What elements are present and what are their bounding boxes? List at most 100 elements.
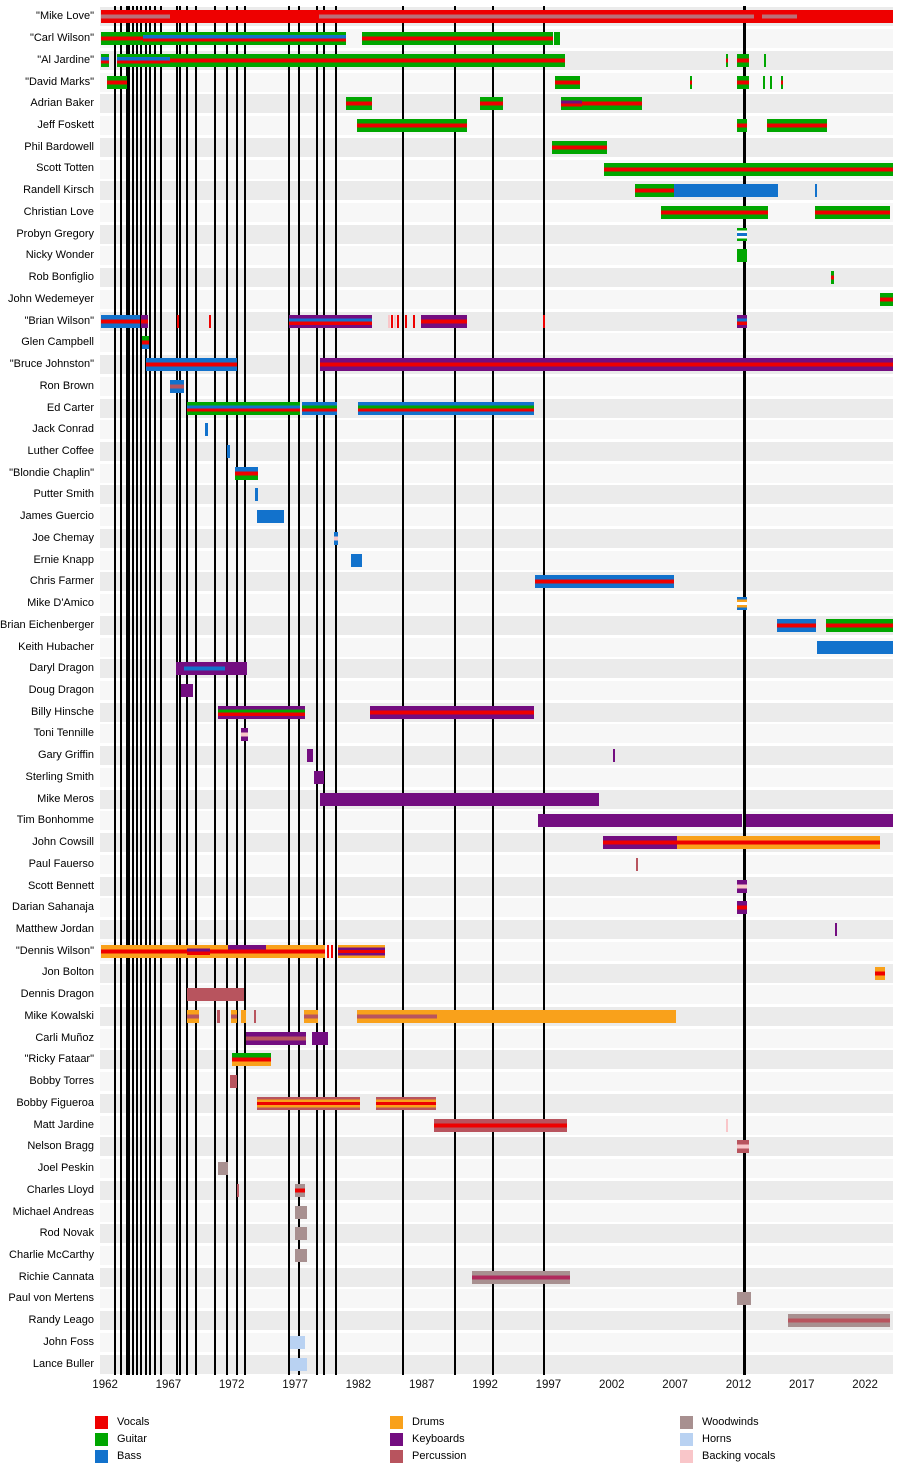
timeline-bar xyxy=(100,10,171,24)
member-label: Billy Hinsche xyxy=(31,705,94,718)
member-label: Scott Bennett xyxy=(27,879,94,892)
timeline-bar xyxy=(420,314,468,328)
timeline-bar xyxy=(874,966,886,980)
row-band xyxy=(100,681,893,701)
legend-label: Backing vocals xyxy=(702,1450,776,1462)
timeline-bar xyxy=(217,705,306,719)
timeline-bar xyxy=(100,32,143,46)
timeline-bar xyxy=(387,314,390,328)
row-band xyxy=(100,920,893,940)
member-label: Phil Bardowell xyxy=(24,140,94,153)
member-label: Lance Buller xyxy=(32,1357,94,1370)
row-band xyxy=(100,1332,893,1352)
timeline-bar xyxy=(295,1227,308,1241)
timeline-bar xyxy=(635,857,638,871)
member-label: Adrian Baker xyxy=(30,97,94,110)
legend-label: Woodwinds xyxy=(702,1416,759,1428)
member-label: John Foss xyxy=(43,1335,94,1348)
member-label: "Mike Love" xyxy=(36,10,94,23)
timeline-bar xyxy=(825,618,893,632)
legend-swatch xyxy=(390,1433,403,1446)
timeline-bar xyxy=(690,75,693,89)
timeline-bar xyxy=(437,1009,677,1023)
axis-year-label: 1972 xyxy=(218,1379,245,1391)
row-band xyxy=(100,1072,893,1092)
timeline-bar xyxy=(181,684,194,697)
timeline-bar xyxy=(737,249,748,263)
axis-year-label: 1992 xyxy=(472,1379,498,1391)
legend-swatch xyxy=(390,1416,403,1429)
timeline-bar xyxy=(234,466,259,480)
member-label: Matthew Jordan xyxy=(15,923,94,936)
member-label: Mike D'Amico xyxy=(27,597,94,610)
timeline-bar xyxy=(737,227,748,241)
member-label: Paul von Mertens xyxy=(8,1292,94,1305)
row-band xyxy=(100,898,893,918)
row-band xyxy=(100,1311,893,1331)
member-label: Mike Kowalski xyxy=(24,1009,94,1022)
axis-year-label: 1977 xyxy=(282,1379,308,1391)
timeline-bar xyxy=(295,1249,308,1262)
timeline-bar xyxy=(776,618,816,632)
timeline-bar xyxy=(737,53,749,67)
album-release-line xyxy=(149,6,151,1375)
timeline-bar xyxy=(146,358,237,371)
timeline-bar xyxy=(737,879,748,893)
timeline-bar xyxy=(434,1118,568,1132)
timeline-bar xyxy=(737,1292,752,1306)
timeline-bar xyxy=(229,1075,237,1089)
member-label: "Carl Wilson" xyxy=(29,32,94,45)
timeline-bar xyxy=(553,32,560,46)
member-label: Dennis Dragon xyxy=(20,988,94,1001)
row-band xyxy=(100,528,893,548)
album-release-line xyxy=(322,6,325,1375)
timeline-bar xyxy=(177,314,180,328)
timeline-bar xyxy=(143,32,346,46)
legend-swatch xyxy=(95,1416,108,1429)
timeline-bar xyxy=(814,184,817,198)
legend-swatch xyxy=(95,1433,108,1446)
album-release-line xyxy=(127,6,130,1375)
timeline-bar xyxy=(210,944,228,958)
timeline-bar xyxy=(304,1009,318,1023)
timeline-bar xyxy=(350,553,363,567)
timeline-bar xyxy=(216,1009,221,1023)
timeline-bar xyxy=(602,836,677,850)
legend-label: Drums xyxy=(412,1416,445,1428)
member-label: Tim Bonhomme xyxy=(16,814,94,827)
timeline-bar xyxy=(582,97,643,111)
timeline-bar xyxy=(880,292,893,306)
album-release-line xyxy=(226,6,229,1375)
legend-label: Bass xyxy=(117,1450,142,1462)
timeline-bar xyxy=(257,510,284,524)
timeline-bar xyxy=(369,705,535,719)
timeline-bar xyxy=(834,923,837,936)
timeline-bar xyxy=(737,119,748,132)
timeline-bar xyxy=(295,1205,308,1219)
member-label: Luther Coffee xyxy=(27,444,94,457)
member-label: Paul Fauerso xyxy=(28,857,94,870)
album-release-line xyxy=(140,6,143,1375)
member-label: Putter Smith xyxy=(33,488,94,501)
row-band xyxy=(100,1246,893,1265)
album-release-line xyxy=(297,6,300,1375)
member-label: Christian Love xyxy=(23,205,94,218)
row-band xyxy=(100,420,893,440)
row-band xyxy=(100,876,893,896)
timeline-bar xyxy=(634,184,674,198)
timeline-bar xyxy=(405,314,408,328)
row-band xyxy=(100,1137,893,1157)
album-release-line xyxy=(125,6,128,1375)
member-label: Nicky Wonder xyxy=(25,249,94,262)
timeline-bar xyxy=(334,531,339,545)
row-band xyxy=(100,637,893,657)
timeline-bar xyxy=(534,575,674,589)
timeline-bar xyxy=(830,271,835,285)
timeline-bar xyxy=(480,97,503,111)
timeline-bar xyxy=(320,792,600,806)
member-label: Jon Bolton xyxy=(42,966,94,979)
timeline-bar xyxy=(240,1009,246,1023)
member-label: Rod Novak xyxy=(39,1227,94,1240)
timeline-bar xyxy=(187,944,211,958)
timeline-bar xyxy=(307,749,314,763)
